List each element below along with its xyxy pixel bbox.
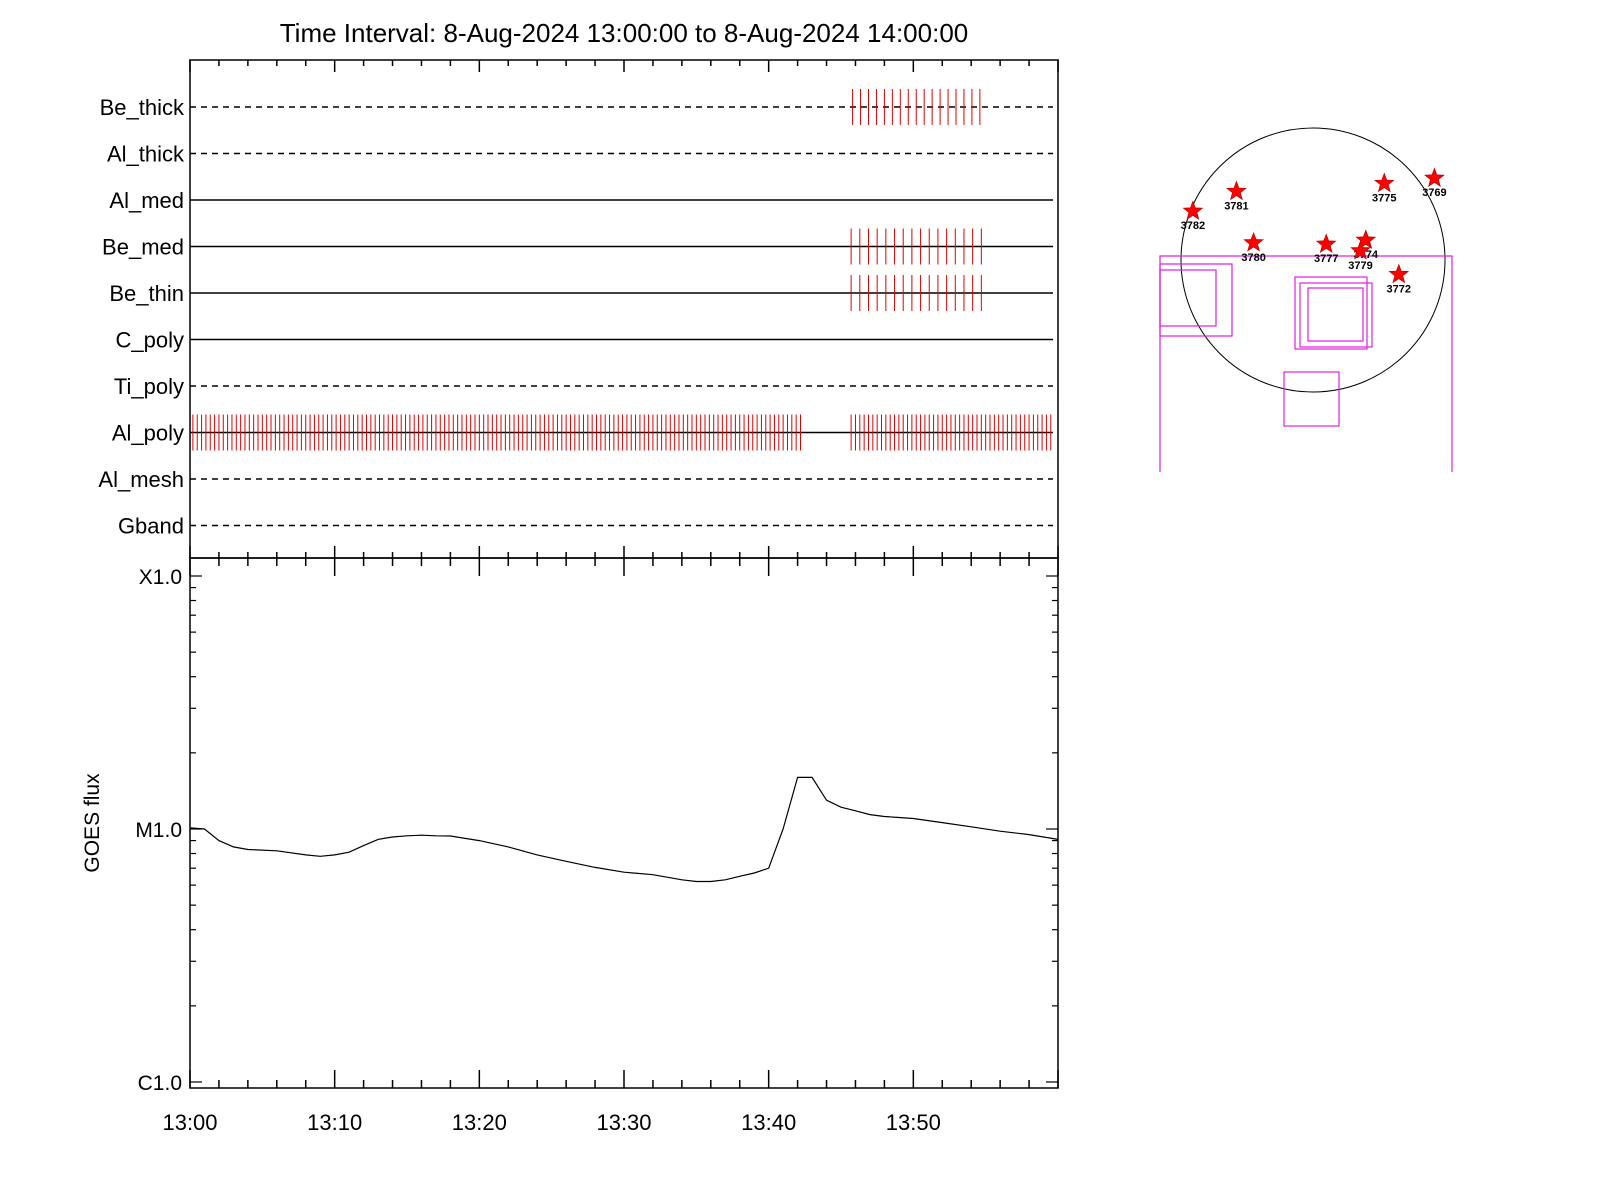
active-region-star	[1226, 180, 1247, 201]
y-tick-label: X1.0	[139, 566, 182, 589]
active-region-star	[1373, 172, 1395, 193]
active-region-star	[1243, 231, 1264, 252]
filter-label: Be_med	[102, 235, 184, 260]
y-tick-label: C1.0	[138, 1072, 182, 1095]
fov-box	[1307, 287, 1364, 342]
filter-label: Al_poly	[112, 421, 184, 446]
active-region-label: 3777	[1314, 253, 1338, 265]
x-tick-label: 13:10	[307, 1110, 362, 1135]
goes-y-tick-labels: X1.0 M1.0 C1.0	[135, 566, 182, 1095]
goes-flux-line	[189, 776, 1059, 883]
fov-box	[1159, 263, 1233, 337]
filter-label: Ti_poly	[114, 374, 184, 399]
active-region-label: 3772	[1387, 284, 1411, 296]
chart-title: Time Interval: 8-Aug-2024 13:00:00 to 8-…	[280, 18, 969, 48]
active-region-star	[1350, 239, 1371, 260]
active-region-star	[1315, 233, 1337, 253]
filter-label: Al_med	[109, 188, 184, 213]
active-region-label: 3782	[1181, 220, 1205, 232]
fov-box	[1283, 371, 1340, 427]
goes-x-tick-labels: 13:00 13:10 13:20 13:30 13:40 13:50	[162, 1110, 940, 1135]
active-region-label: 3780	[1241, 252, 1265, 264]
active-region-label: 3779	[1348, 260, 1372, 272]
goes-axis-ticks	[189, 558, 1059, 1088]
fov-box	[1299, 282, 1373, 348]
filter-label: Al_thick	[107, 142, 185, 167]
filter-label: Al_mesh	[98, 467, 184, 492]
filter-panel-ticks	[189, 60, 1059, 558]
active-region-star	[1388, 263, 1410, 284]
filter-rows: Be_thick Al_thick Al_med Be_med Be_thin C_pol…	[98, 89, 1053, 539]
solar-disk	[1180, 127, 1446, 393]
x-tick-label: 13:50	[886, 1110, 941, 1135]
active-region-star	[1424, 167, 1445, 187]
x-tick-label: 13:20	[452, 1110, 507, 1135]
active-region-label: 3781	[1224, 200, 1248, 212]
x-tick-label: 13:30	[596, 1110, 651, 1135]
goes-panel-frame	[189, 557, 1059, 1089]
active-region-star	[1182, 200, 1204, 220]
field-of-view-boxes	[1159, 255, 1453, 472]
fov-box	[1159, 269, 1217, 327]
active-region-label: 3775	[1372, 192, 1396, 204]
x-tick-label: 13:40	[741, 1110, 796, 1135]
filter-panel-frame	[189, 59, 1059, 559]
filter-label: Be_thin	[109, 281, 184, 306]
x-tick-label: 13:00	[162, 1110, 217, 1135]
fov-outline	[1159, 255, 1453, 472]
active-region-label: 3769	[1422, 187, 1446, 199]
filter-label: Gband	[118, 514, 184, 539]
filter-label: C_poly	[116, 328, 184, 353]
filter-label: Be_thick	[100, 95, 185, 120]
fov-box	[1294, 276, 1368, 350]
active-region-star	[1355, 229, 1377, 249]
y-tick-label: M1.0	[135, 819, 182, 842]
goes-y-axis-label: GOES flux	[81, 773, 104, 873]
